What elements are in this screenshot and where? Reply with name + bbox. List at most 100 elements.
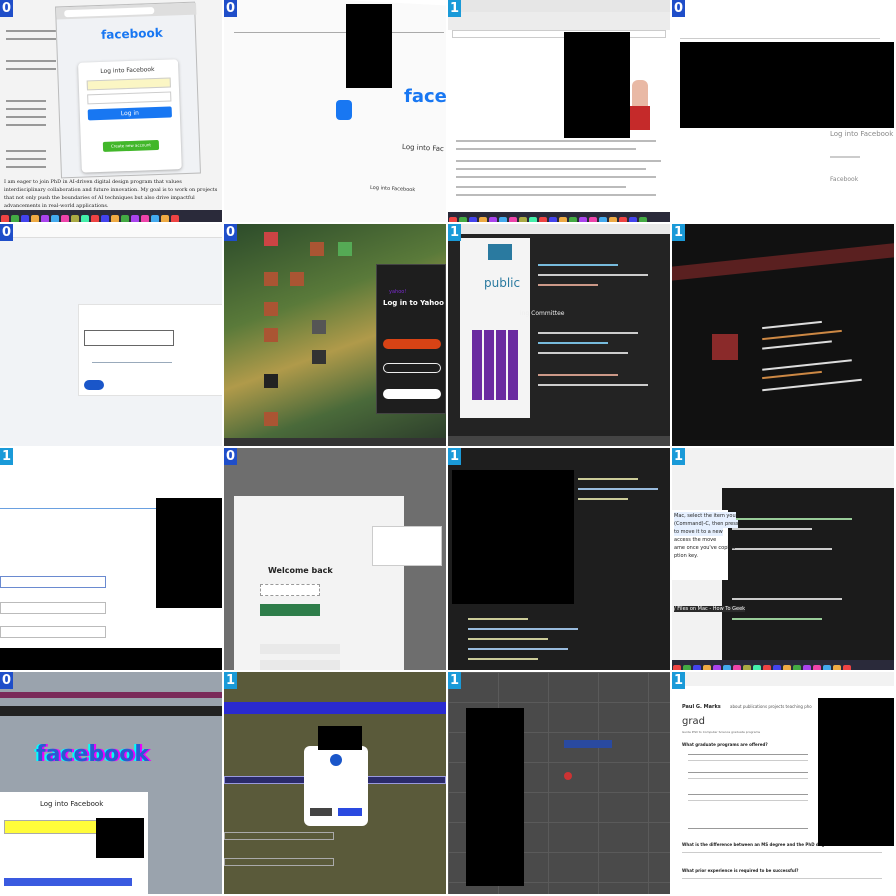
committee-label: ing Committee bbox=[520, 310, 565, 317]
account-icon bbox=[330, 754, 342, 766]
tile-label: 1 bbox=[672, 448, 686, 465]
terminal-window bbox=[722, 488, 894, 660]
faq-question: What graduate programs are offered? bbox=[682, 742, 768, 747]
tile-label: 1 bbox=[672, 224, 686, 241]
google-signin-button[interactable] bbox=[383, 389, 441, 399]
tile-label: 1 bbox=[672, 672, 686, 689]
tile-label: 1 bbox=[0, 448, 14, 465]
tile-6: yahoo! Log in to Yahoo Mail 0 bbox=[224, 224, 446, 446]
desktop-icon[interactable] bbox=[264, 412, 278, 426]
site-nav[interactable]: about publications projects teaching pho bbox=[730, 704, 812, 709]
dialog bbox=[304, 746, 368, 826]
footer-text: Facebook bbox=[830, 176, 859, 183]
desktop-icon[interactable] bbox=[310, 242, 324, 256]
tile-7: public ing Committee 1 bbox=[448, 224, 670, 446]
tile-label: 1 bbox=[448, 0, 462, 17]
facebook-logo: facebook bbox=[36, 742, 149, 767]
create-account-button[interactable]: Create new account bbox=[102, 139, 160, 152]
login-button[interactable]: Log in bbox=[87, 106, 172, 121]
signin-window: Welcome back bbox=[234, 496, 404, 670]
tile-label: 0 bbox=[0, 0, 14, 17]
alt-login-button[interactable] bbox=[260, 660, 340, 670]
redacted-region bbox=[318, 726, 362, 750]
redacted-region bbox=[818, 698, 894, 846]
alt-login-button[interactable] bbox=[260, 644, 340, 654]
tile-15: 1 bbox=[448, 672, 670, 894]
redacted-region bbox=[466, 708, 524, 886]
portrait-shirt bbox=[630, 106, 650, 130]
desktop-icon[interactable] bbox=[290, 272, 304, 286]
tile-label: 0 bbox=[224, 448, 238, 465]
faq-question: What prior experience is required to be … bbox=[682, 868, 799, 873]
login-heading: Welcome back bbox=[268, 566, 333, 575]
facebook-logo: facebook bbox=[100, 25, 163, 42]
password-field[interactable] bbox=[87, 91, 172, 105]
desktop-icon[interactable] bbox=[264, 328, 278, 342]
faq-question: What is the difference between an MS deg… bbox=[682, 842, 835, 847]
email-field[interactable] bbox=[86, 77, 171, 91]
tile-label: 0 bbox=[0, 224, 14, 241]
continue-button[interactable] bbox=[260, 604, 320, 616]
redacted-region bbox=[452, 470, 574, 604]
tile-label: 0 bbox=[672, 0, 686, 17]
redacted-region bbox=[96, 818, 144, 858]
portrait-image bbox=[632, 80, 648, 106]
tile-12: Mac, select the item you (Command)-C, th… bbox=[672, 448, 894, 670]
tile-13: facebook Log into Facebook 0 bbox=[0, 672, 222, 894]
article-text: ption key. bbox=[674, 553, 698, 559]
cancel-button[interactable] bbox=[310, 808, 332, 816]
article-card: Mac, select the item you (Command)-C, th… bbox=[672, 510, 739, 580]
yahoo-login-window: yahoo! Log in to Yahoo Mail bbox=[376, 264, 446, 414]
tile-10: Welcome back 0 bbox=[224, 448, 446, 670]
cursor bbox=[564, 772, 572, 780]
redacted-region bbox=[156, 498, 222, 608]
desktop-icon[interactable] bbox=[312, 320, 326, 334]
tile-3: 1 bbox=[448, 0, 670, 222]
redacted-region bbox=[564, 32, 630, 138]
yahoo-logo: yahoo! bbox=[389, 289, 407, 295]
desktop-icon[interactable] bbox=[264, 232, 278, 246]
desktop-icon[interactable] bbox=[264, 374, 278, 388]
article-text: access the move bbox=[674, 537, 717, 543]
email-field[interactable] bbox=[260, 584, 320, 596]
dock bbox=[224, 438, 446, 446]
dock bbox=[448, 436, 670, 446]
redacted-region bbox=[346, 4, 392, 88]
login-button[interactable] bbox=[4, 878, 132, 886]
tile-9: 1 bbox=[0, 448, 222, 670]
page-title: / Files on Mac - How To Geek bbox=[674, 606, 746, 612]
desktop-icon[interactable] bbox=[264, 302, 278, 316]
address-bar[interactable] bbox=[452, 30, 666, 38]
tile-label: 1 bbox=[224, 672, 238, 689]
desktop-icon[interactable] bbox=[338, 242, 352, 256]
input-field[interactable] bbox=[0, 602, 106, 614]
login-heading: Log into Facebook bbox=[100, 66, 155, 75]
dock bbox=[0, 210, 222, 222]
page-title: grad bbox=[682, 716, 705, 727]
tile-16: Paul G. Marks about publications project… bbox=[672, 672, 894, 894]
tile-14: 1 bbox=[224, 672, 446, 894]
selected-cell[interactable] bbox=[564, 740, 612, 748]
tile-label: 1 bbox=[448, 672, 462, 689]
tile-8: 1 bbox=[672, 224, 894, 446]
desktop-icon[interactable] bbox=[264, 272, 278, 286]
facebook-logo: faceboo bbox=[404, 86, 446, 107]
redacted-region bbox=[680, 42, 894, 128]
create-account-button[interactable] bbox=[383, 363, 441, 373]
article-text: (Command)-C, then press bbox=[674, 520, 739, 528]
input-field[interactable] bbox=[0, 576, 106, 588]
username-field[interactable] bbox=[84, 330, 174, 346]
article-text: Mac, select the item you bbox=[674, 512, 736, 520]
login-heading: Log in to Yahoo Mail bbox=[383, 299, 446, 307]
slide-title: public bbox=[484, 276, 521, 290]
site-brand: Paul G. Marks bbox=[682, 704, 721, 710]
input-field[interactable] bbox=[0, 626, 106, 638]
tile-label: 0 bbox=[224, 224, 238, 241]
page-subtitle: Guide PhD to Computer Science graduate p… bbox=[682, 730, 761, 734]
tile-2: faceboo Log into Fac Log into Facebook 0 bbox=[224, 0, 446, 222]
allow-button[interactable] bbox=[338, 808, 362, 816]
next-button[interactable] bbox=[84, 380, 104, 390]
next-button[interactable] bbox=[383, 339, 441, 349]
desktop-icon[interactable] bbox=[312, 350, 326, 364]
login-heading: Log into Facebook bbox=[830, 130, 894, 138]
